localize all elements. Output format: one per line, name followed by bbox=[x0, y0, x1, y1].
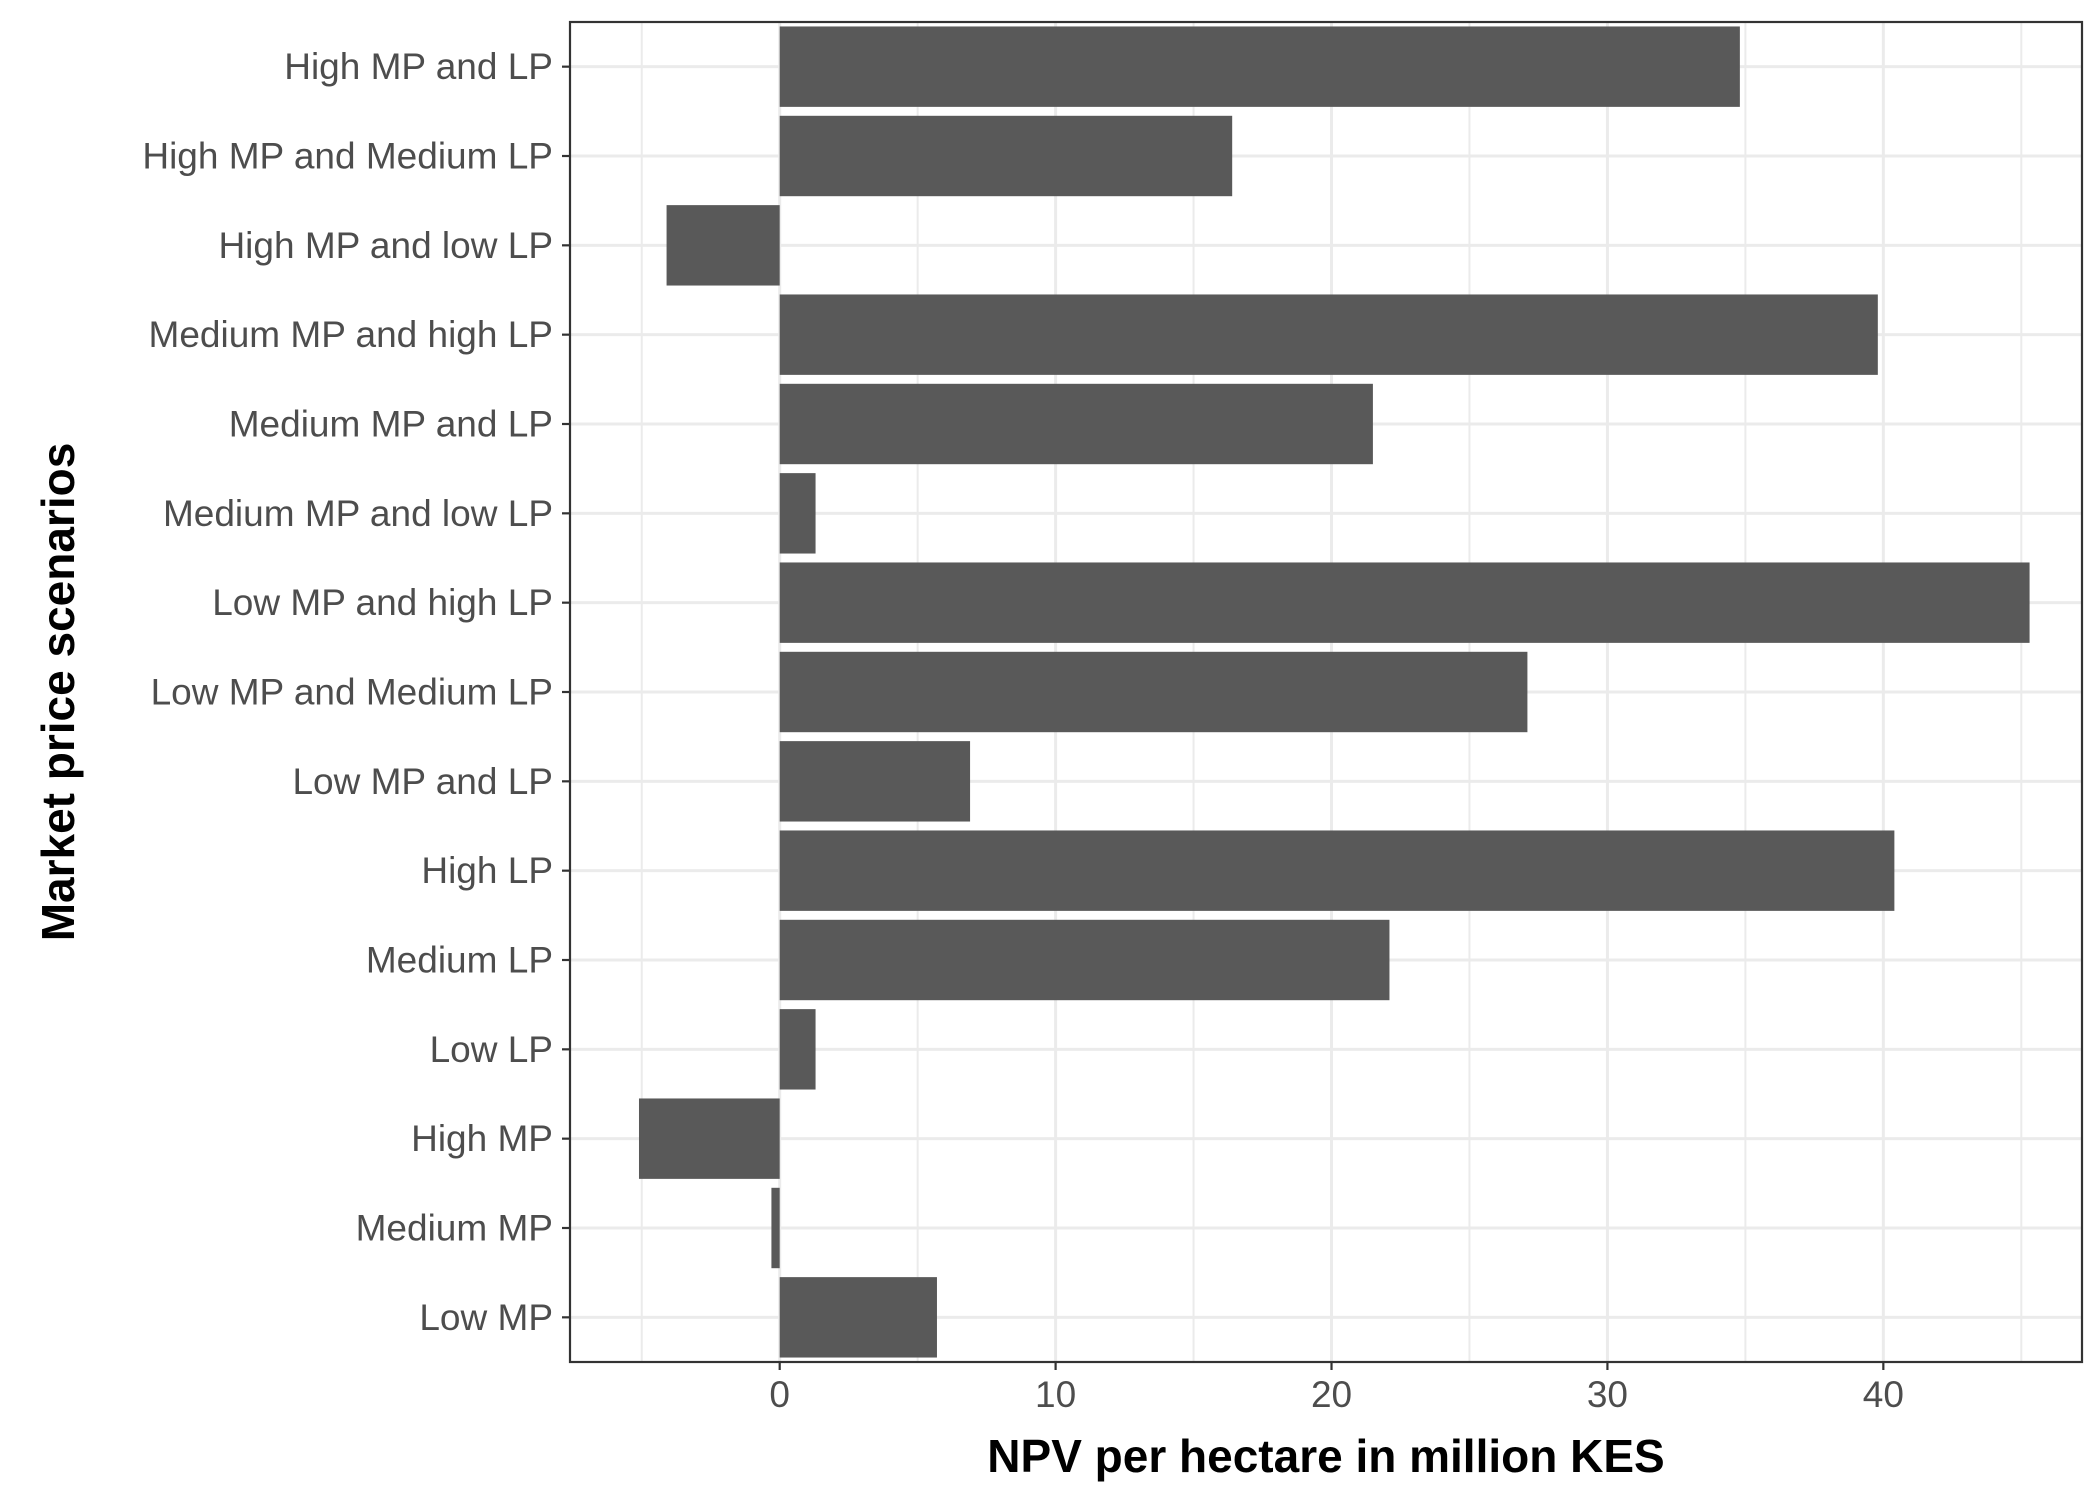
bar bbox=[779, 26, 1740, 107]
y-tick-label: Medium MP bbox=[356, 1208, 553, 1249]
bar bbox=[779, 741, 971, 822]
y-tick-label: High MP and LP bbox=[284, 46, 553, 87]
bar bbox=[779, 383, 1373, 465]
bar bbox=[666, 205, 780, 286]
y-tick-label: High LP bbox=[421, 850, 553, 891]
y-tick-label: Low MP and high LP bbox=[212, 582, 553, 623]
y-tick-label: Low LP bbox=[430, 1029, 553, 1070]
bar bbox=[779, 115, 1233, 197]
bar bbox=[779, 473, 816, 554]
y-tick-label: Medium MP and high LP bbox=[149, 314, 554, 355]
bar bbox=[779, 651, 1528, 733]
y-tick-label: High MP and low LP bbox=[218, 225, 553, 266]
bar bbox=[779, 1277, 937, 1358]
y-tick-label: Medium LP bbox=[366, 940, 553, 981]
y-tick-label: Low MP and Medium LP bbox=[151, 672, 553, 713]
x-tick-label: 40 bbox=[1863, 1374, 1904, 1415]
bar bbox=[779, 562, 2030, 643]
y-axis-title: Market price scenarios bbox=[32, 443, 84, 942]
x-axis-title: NPV per hectare in million KES bbox=[987, 1430, 1664, 1482]
bar bbox=[779, 830, 1895, 911]
y-tick-label: High MP and Medium LP bbox=[142, 136, 553, 177]
y-tick-label: Low MP and LP bbox=[292, 761, 553, 802]
x-tick-label: 30 bbox=[1587, 1374, 1628, 1415]
axis-ticks: High MP and LP High MP and Medium LP High … bbox=[142, 46, 1904, 1415]
bar bbox=[638, 1098, 780, 1179]
y-tick-label: Medium MP and low LP bbox=[163, 493, 553, 534]
x-tick-label: 0 bbox=[769, 1374, 790, 1415]
y-tick-label: Medium MP and LP bbox=[229, 404, 553, 445]
y-tick-label: Low MP bbox=[419, 1297, 553, 1338]
bar bbox=[779, 1009, 816, 1090]
bar bbox=[771, 1187, 780, 1269]
bar bbox=[779, 919, 1390, 1001]
x-tick-label: 10 bbox=[1035, 1374, 1076, 1415]
y-tick-label: High MP bbox=[411, 1118, 553, 1159]
x-tick-label: 20 bbox=[1311, 1374, 1352, 1415]
bars bbox=[638, 26, 2030, 1358]
bar bbox=[779, 294, 1878, 375]
